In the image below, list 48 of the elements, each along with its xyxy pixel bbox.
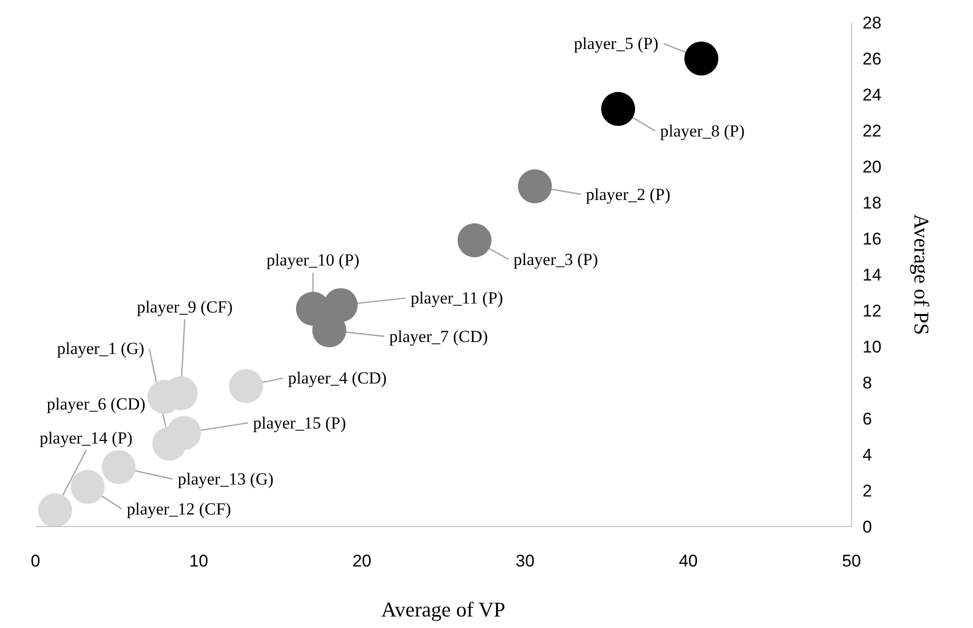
y-axis-title: Average of PS: [909, 214, 934, 335]
annotation: player_9 (CF): [136, 297, 233, 316]
annotation: player_11 (P): [410, 288, 504, 308]
annotation: player_8 (P): [660, 121, 745, 140]
y-tick-label: 24: [862, 86, 882, 104]
y-tick-label: 8: [862, 374, 872, 392]
y-tick-label: 6: [862, 410, 872, 428]
y-tick-label: 2: [862, 482, 872, 500]
point: [38, 493, 72, 526]
x-axis-title: Average of VP: [381, 598, 506, 622]
x-tick-label: 20: [352, 552, 372, 570]
y-tick-label: 4: [862, 446, 872, 464]
point: [70, 470, 105, 504]
annotation: player_6 (CD): [46, 394, 146, 414]
y-tick-label: 12: [862, 302, 882, 320]
annotation: player_14 (P): [40, 428, 133, 448]
x-tick-label: 30: [516, 552, 535, 570]
point: [458, 223, 492, 258]
annotation: player_10 (P): [266, 250, 360, 270]
y-tick-label: 14: [862, 266, 882, 284]
x-tick-label: 10: [189, 552, 208, 570]
y-tick-label: 22: [862, 122, 882, 140]
point: [324, 288, 358, 322]
y-tick-label: 18: [862, 194, 882, 212]
y-tick-label: 16: [862, 230, 882, 248]
point: [167, 416, 202, 450]
annotation: player_2 (P): [586, 184, 670, 204]
point: [684, 42, 718, 76]
annotation: player_15 (P): [253, 413, 346, 432]
y-tick-label: 26: [862, 50, 882, 68]
y-tick-label: 28: [862, 14, 882, 32]
point: [102, 450, 136, 484]
y-tick-label: 20: [862, 158, 882, 176]
x-tick-label: 0: [30, 552, 40, 570]
y-tick-label: 10: [862, 338, 882, 356]
point: [518, 169, 552, 204]
annotation: player_3 (P): [514, 250, 598, 269]
point: [601, 92, 636, 126]
annotation: player_4 (CD): [288, 368, 387, 388]
annotation: player_12 (CF): [126, 499, 232, 518]
annotation: player_13 (G): [178, 470, 274, 489]
annotation: player_7 (CD): [389, 326, 488, 346]
annotation: player_5 (P): [574, 34, 658, 53]
y-tick-label: 0: [862, 518, 872, 536]
annotation: player_1 (G): [57, 339, 144, 358]
x-tick-label: 40: [678, 552, 698, 570]
x-tick-label: 50: [842, 552, 861, 570]
point: [229, 369, 264, 404]
